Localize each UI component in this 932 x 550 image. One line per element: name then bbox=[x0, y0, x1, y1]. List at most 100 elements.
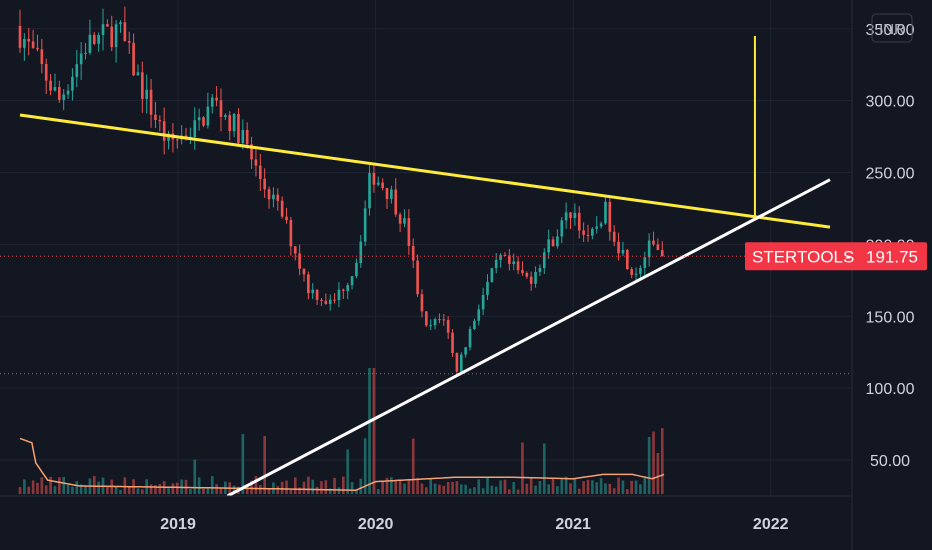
candle-body bbox=[508, 255, 511, 265]
candle-body bbox=[254, 159, 258, 166]
candle-body bbox=[551, 239, 555, 247]
candle-body bbox=[328, 299, 332, 305]
candle-body bbox=[451, 332, 454, 354]
volume-bar bbox=[608, 483, 612, 494]
candle-body bbox=[193, 120, 197, 137]
candle-body bbox=[62, 94, 66, 100]
volume-bar bbox=[123, 477, 127, 494]
candle-body bbox=[521, 270, 524, 274]
volume-bar bbox=[189, 488, 192, 494]
volume-bar bbox=[254, 476, 258, 494]
candle-body bbox=[101, 24, 105, 35]
candle-body bbox=[162, 121, 166, 141]
volume-bar bbox=[577, 488, 581, 494]
candle-body bbox=[446, 319, 450, 333]
volume-bar bbox=[390, 477, 393, 494]
candle-body bbox=[486, 281, 489, 295]
volume-bar bbox=[538, 481, 542, 494]
candle-body bbox=[228, 115, 232, 132]
candle-body bbox=[219, 100, 223, 117]
candle-body bbox=[433, 319, 437, 326]
volume-bar bbox=[529, 478, 533, 494]
candle-body bbox=[481, 294, 485, 310]
volume-bar bbox=[420, 483, 424, 494]
volume-bar bbox=[79, 484, 83, 494]
volume-bar bbox=[263, 436, 266, 494]
candle-body bbox=[206, 106, 210, 126]
volume-bar bbox=[53, 486, 57, 494]
candle-body bbox=[136, 72, 140, 76]
candle-body bbox=[394, 189, 398, 215]
volume-bar bbox=[66, 484, 70, 494]
candle-body bbox=[97, 34, 100, 44]
candle-body bbox=[215, 97, 218, 101]
volume-bar bbox=[293, 477, 297, 494]
candle-body bbox=[346, 285, 349, 291]
candle-body bbox=[499, 254, 502, 260]
volume-bar bbox=[350, 482, 354, 494]
support-trendline[interactable] bbox=[226, 178, 831, 498]
candle-body bbox=[569, 212, 572, 218]
volume-bar bbox=[245, 484, 249, 494]
volume-bar bbox=[114, 486, 118, 494]
time-axis-bg bbox=[0, 496, 932, 550]
volume-bar bbox=[71, 486, 74, 494]
volume-bar bbox=[591, 480, 594, 494]
candle-body bbox=[464, 347, 467, 355]
volume-bar bbox=[289, 489, 293, 494]
candle-body bbox=[302, 268, 306, 275]
volume-bar bbox=[62, 477, 66, 494]
volume-bar bbox=[599, 478, 603, 494]
candle-body bbox=[66, 90, 70, 95]
volume-bar bbox=[573, 478, 577, 494]
candle-body bbox=[79, 53, 83, 65]
candle-body bbox=[634, 273, 638, 275]
candle-body bbox=[84, 52, 87, 54]
volume-bar bbox=[119, 489, 122, 494]
volume-bar bbox=[267, 488, 271, 494]
volume-bar bbox=[202, 488, 205, 494]
volume-bar bbox=[551, 478, 555, 494]
volume-bar bbox=[324, 480, 328, 494]
candle-body bbox=[411, 245, 415, 261]
candle-body bbox=[398, 214, 402, 224]
volume-bar bbox=[307, 476, 310, 494]
candle-body bbox=[625, 249, 629, 270]
candle-body bbox=[110, 26, 114, 48]
volume-bar bbox=[49, 476, 52, 494]
candle-body bbox=[337, 289, 341, 301]
volume-bar bbox=[503, 479, 507, 494]
candle-body bbox=[647, 240, 651, 258]
resistance-trendline[interactable] bbox=[19, 113, 831, 229]
volume-bar bbox=[473, 487, 476, 494]
candle-body bbox=[123, 22, 127, 42]
volume-bar bbox=[468, 488, 472, 494]
volume-bar bbox=[127, 486, 131, 494]
candle-body bbox=[245, 129, 249, 145]
candle-body bbox=[604, 201, 607, 224]
price-tick-label: 100.00 bbox=[866, 381, 915, 398]
candle-body bbox=[442, 319, 446, 321]
volume-bar bbox=[429, 478, 433, 494]
candle-body bbox=[459, 354, 463, 372]
candle-body bbox=[237, 113, 240, 144]
volume-bar bbox=[40, 477, 44, 494]
volume-bar bbox=[359, 478, 363, 494]
candle-body bbox=[315, 289, 319, 300]
candle-body bbox=[595, 226, 599, 229]
candle-body bbox=[175, 139, 179, 141]
volume-bar bbox=[315, 486, 319, 494]
volume-bar bbox=[342, 476, 345, 494]
volume-bar bbox=[499, 480, 502, 494]
currency-badge[interactable]: INR bbox=[871, 13, 913, 43]
volume-bar bbox=[241, 434, 245, 494]
candle-body bbox=[154, 114, 157, 121]
candle-body bbox=[403, 218, 406, 224]
volume-bar bbox=[368, 368, 371, 494]
price-tick-label: 250.00 bbox=[866, 166, 915, 183]
last-price-tag[interactable]: STERTOOLS- 191.75 bbox=[745, 242, 927, 271]
candle-body bbox=[149, 89, 153, 115]
candle-body bbox=[617, 241, 620, 254]
candle-body bbox=[608, 201, 612, 232]
